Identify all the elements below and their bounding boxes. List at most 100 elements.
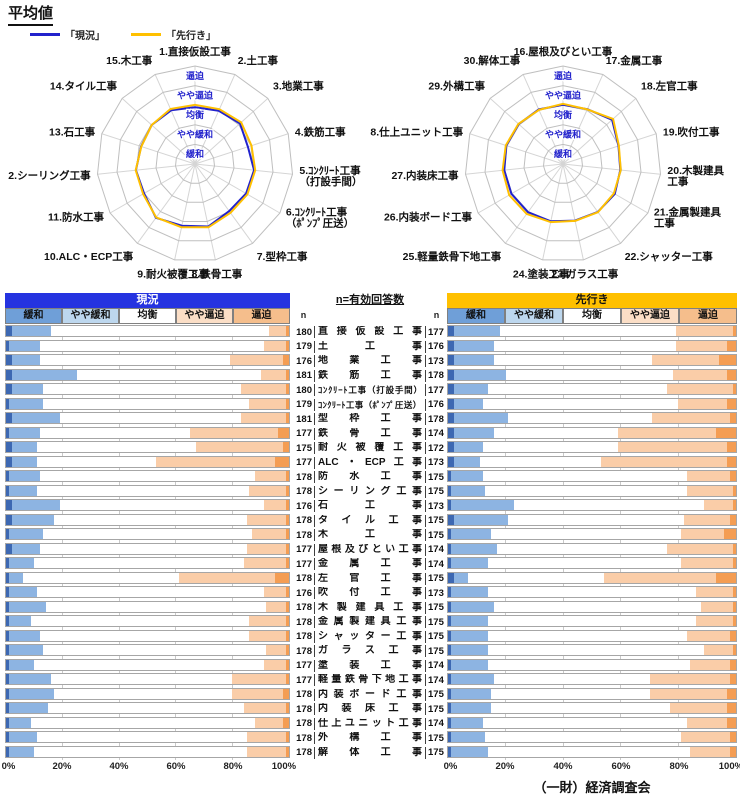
category-cell: 逼迫: [679, 308, 737, 324]
radar-ring-label: やや緩和: [545, 129, 581, 140]
bar-segment-0: [448, 514, 454, 525]
radar-ring-label: 逼迫: [186, 70, 205, 81]
trade-name: 石工事: [314, 500, 426, 513]
trade-row: 175 耐火被覆工事 172: [293, 441, 447, 456]
bar-segment-4: [274, 572, 289, 583]
n-current-value: 178: [296, 718, 312, 730]
radar-spoke: [562, 133, 657, 165]
radar-spoke: [174, 163, 196, 260]
bar-segment-4: [733, 485, 736, 496]
bar-segment-1: [8, 601, 46, 612]
bar-segment-0: [448, 572, 454, 583]
bar-segment-1: [453, 413, 509, 423]
bar-segment-4: [733, 500, 736, 510]
bar-segment-1: [11, 355, 40, 365]
bar-row: [5, 397, 290, 410]
bar-segment-4: [286, 674, 289, 684]
bar-segment-0: [6, 688, 9, 699]
radar-series-先行き: [134, 103, 257, 229]
bar-segment-3: [263, 659, 287, 670]
bar-segment-2: [491, 529, 682, 539]
trade-name: 左官工事: [314, 572, 426, 585]
bar-row: [5, 586, 290, 598]
bar-segment-3: [195, 442, 284, 452]
bar-row: [5, 644, 290, 656]
category-cell: やや逼迫: [176, 308, 233, 324]
n-current-value: 178: [296, 689, 312, 701]
bar-segment-3: [689, 746, 731, 757]
bar-segment-0: [6, 442, 12, 452]
bar-segment-4: [727, 369, 736, 380]
axis-tick-label: 0%: [443, 761, 458, 772]
trade-row: 181 鉄筋工事 178: [293, 369, 447, 384]
bar-segment-0: [448, 630, 451, 641]
n-outlook-value: 174: [428, 660, 444, 672]
trade-name: 仕上ユニット工事: [314, 717, 426, 730]
bar-segment-3: [263, 587, 287, 597]
bar-segment-1: [450, 746, 489, 757]
trade-row: 178 仕上ユニット工事 174: [293, 717, 447, 732]
bar-segment-3: [652, 413, 731, 423]
bar-segment-2: [51, 674, 233, 684]
category-cell: やや緩和: [62, 308, 119, 324]
bar-segment-1: [450, 616, 489, 626]
axis-tick-label: 60%: [166, 761, 186, 772]
bar-segment-4: [286, 471, 289, 481]
bar-segment-4: [286, 485, 289, 496]
bar-segment-1: [453, 355, 495, 365]
category-cell: 緩和: [5, 308, 62, 324]
n-current-value: 177: [296, 428, 312, 440]
bar-segment-1: [453, 340, 495, 351]
trade-name: シャッター工事: [314, 630, 426, 643]
bar-segment-4: [286, 340, 289, 351]
bar-segment-3: [249, 398, 287, 409]
bar-segment-3: [649, 688, 728, 699]
bar-segment-0: [448, 645, 451, 655]
bar-segment-2: [42, 529, 253, 539]
bar-segment-0: [6, 413, 12, 423]
bar-row: [5, 513, 290, 526]
bar-segment-2: [508, 413, 653, 423]
trade-name: 内装床工事: [314, 703, 426, 716]
radar-axis-label: 26.内装ボード工事: [384, 211, 473, 224]
trade-name-table: n=有効回答数 n n 180 直接仮設工事 177 179 土工事 176 176 地業工事…: [293, 293, 447, 760]
bar-segment-2: [59, 500, 264, 510]
n-outlook-value: 175: [428, 703, 444, 715]
bar-segment-0: [448, 732, 451, 742]
axis-tick-label: 100%: [718, 761, 740, 772]
bar-row: [5, 354, 290, 366]
bar-row: [447, 542, 737, 555]
n-outlook-value: 177: [428, 326, 444, 338]
bar-row: [447, 455, 737, 468]
bar-segment-4: [727, 398, 736, 409]
bar-segment-4: [733, 645, 736, 655]
bar-segment-4: [730, 471, 736, 481]
bar-row: [5, 673, 290, 685]
bar-segment-0: [6, 500, 12, 510]
n-outlook-value: 175: [428, 645, 444, 657]
trade-name: 塗装工事: [314, 659, 426, 672]
bar-segment-4: [733, 587, 736, 597]
category-header-current: 緩和 やや緩和 均衡 やや逼迫 逼迫: [5, 308, 290, 324]
bar-segment-4: [718, 355, 736, 365]
bar-segment-1: [8, 746, 35, 757]
bar-row: [5, 426, 290, 439]
bar-row: [5, 484, 290, 497]
radar-ring: [523, 124, 603, 203]
bar-segment-3: [240, 413, 287, 423]
category-cell: 均衡: [563, 308, 621, 324]
bar-segment-4: [286, 326, 289, 336]
trade-name: 防水工事: [314, 471, 426, 484]
category-cell: やや緩和: [505, 308, 563, 324]
bar-row: [447, 571, 737, 584]
bar-row: [447, 644, 737, 656]
bar-segment-1: [11, 456, 38, 467]
trade-row: 177 鉄骨工事 174: [293, 427, 447, 442]
legend-outlook: 「先行き」: [131, 27, 216, 42]
bar-segment-2: [76, 369, 261, 380]
bar-segment-3: [232, 674, 287, 684]
bar-segment-2: [488, 587, 696, 597]
bar-segment-2: [482, 471, 688, 481]
bar-segment-2: [39, 471, 256, 481]
